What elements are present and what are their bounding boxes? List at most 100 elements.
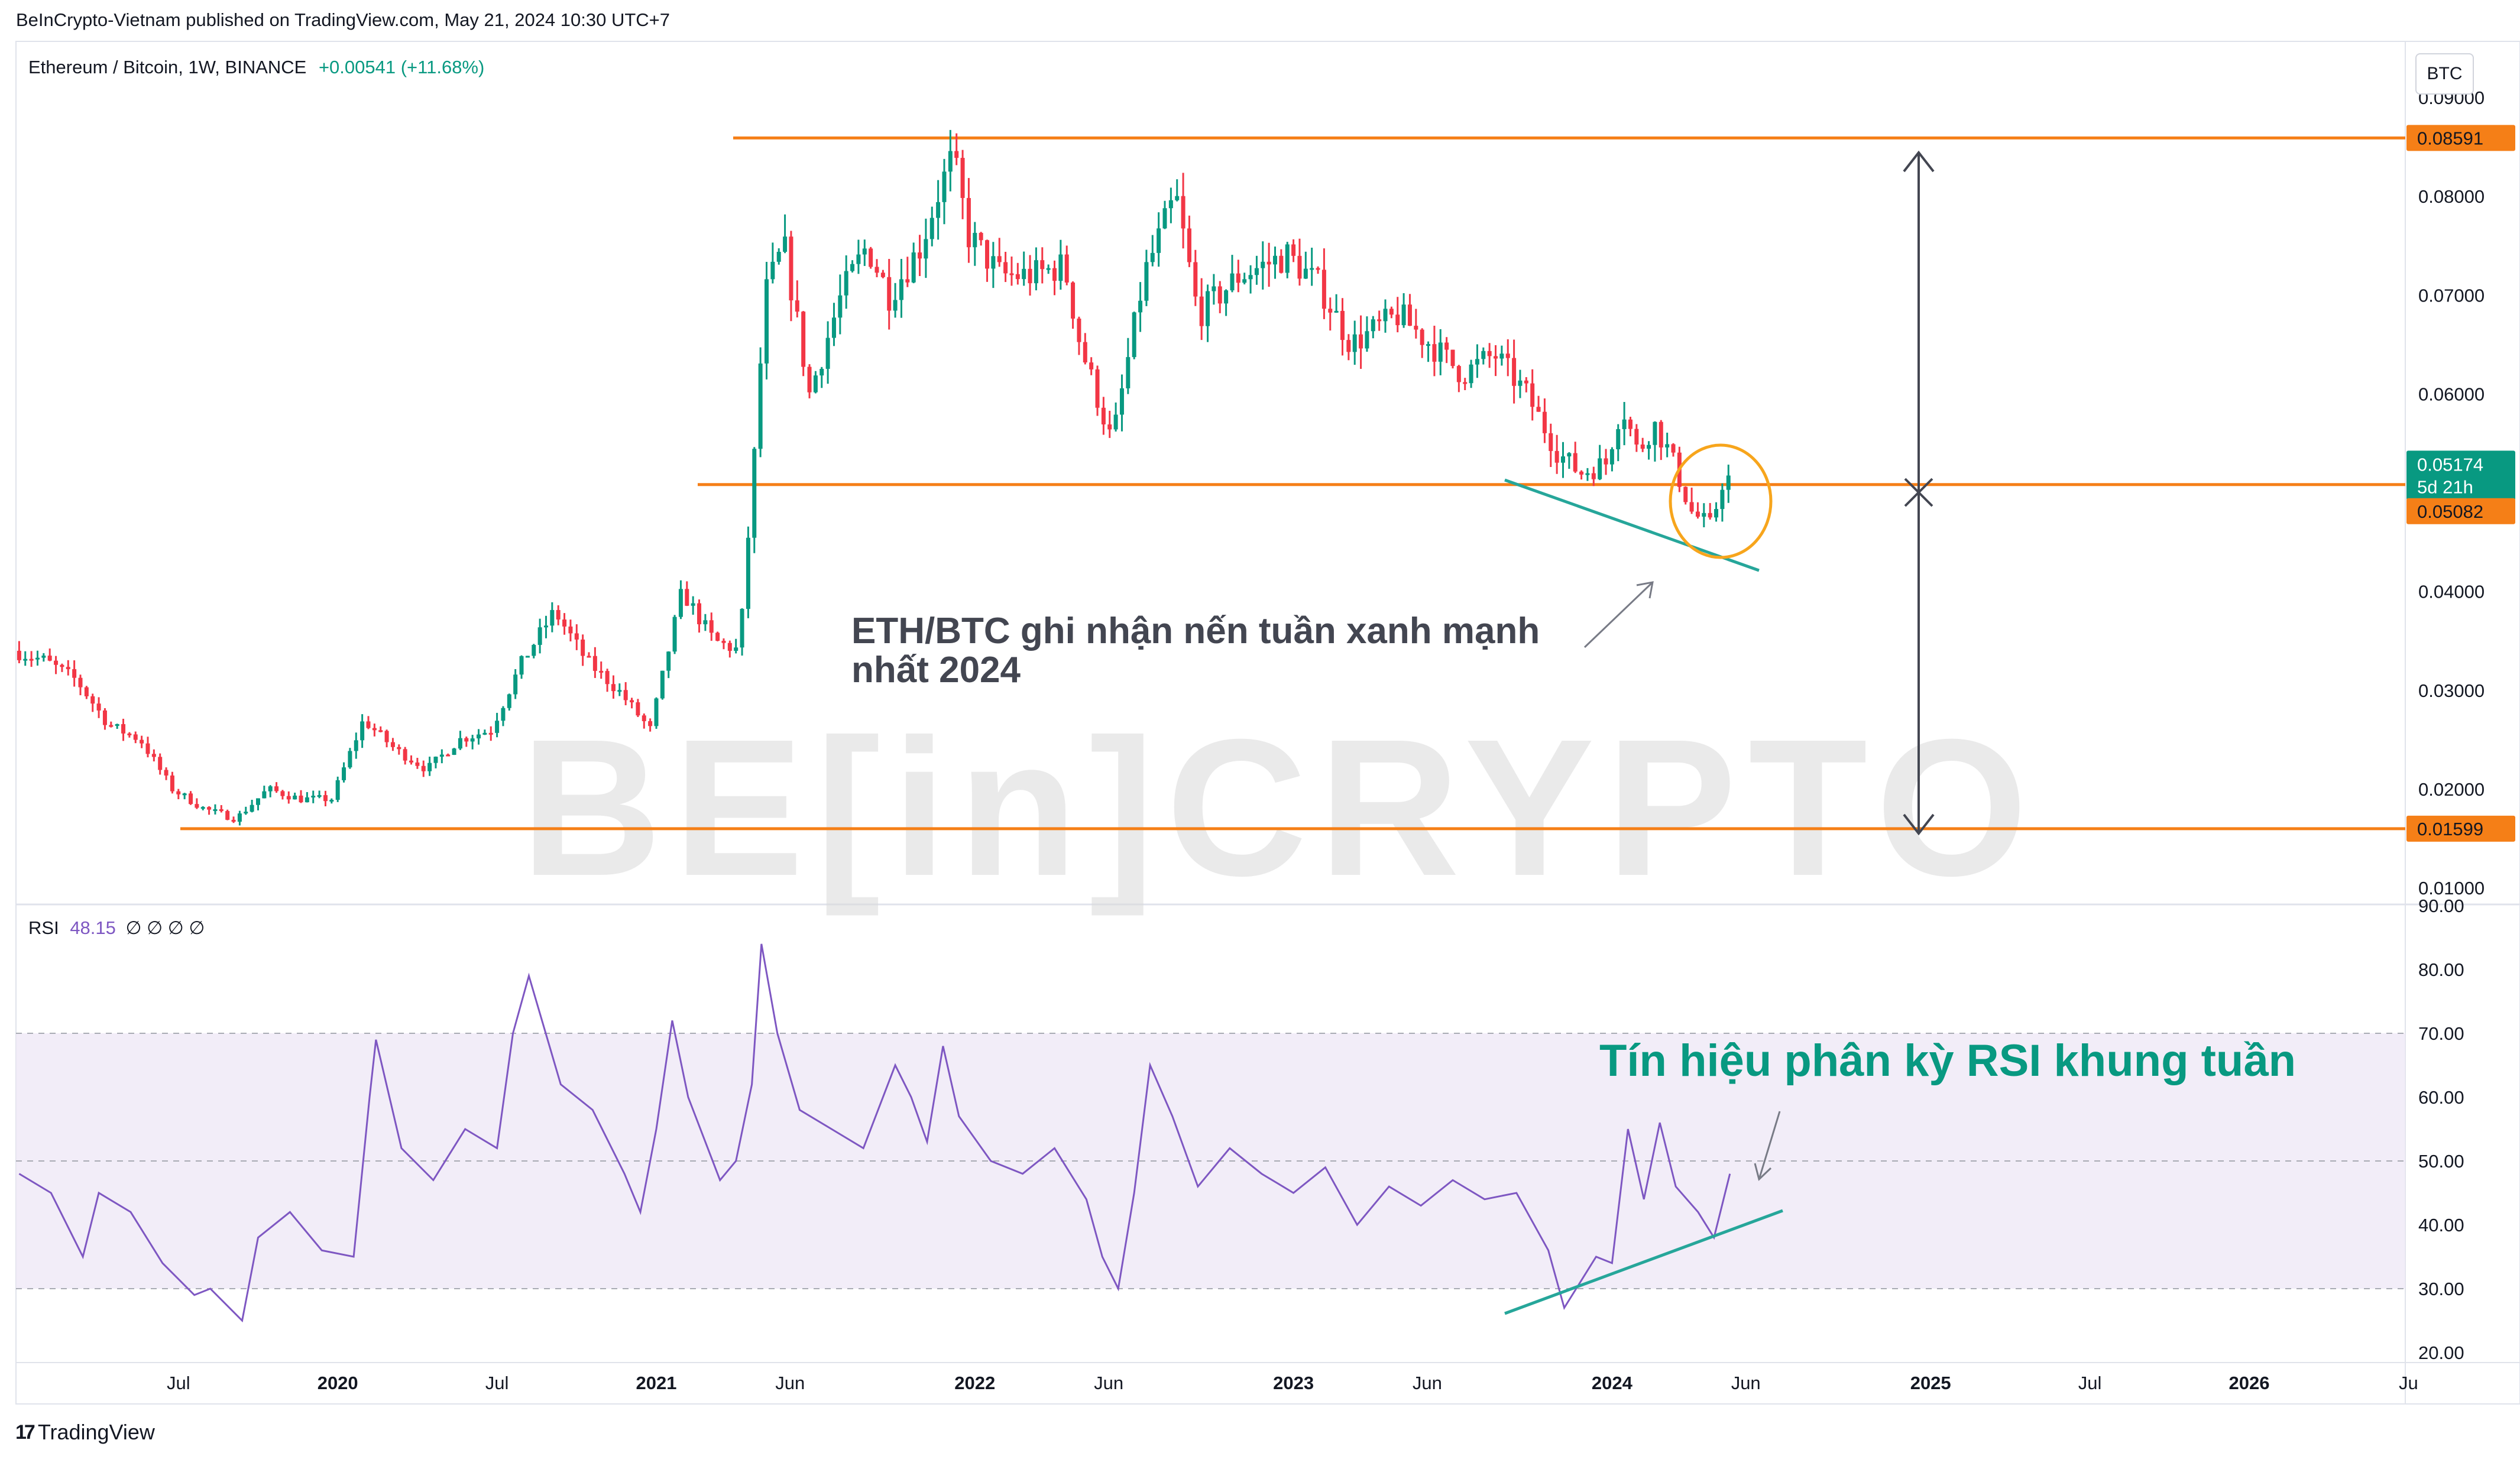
candle-body [550,609,555,626]
candle-body [354,740,358,751]
candle-body [1475,359,1479,365]
candle-body [838,295,843,318]
candle-body [1273,255,1278,265]
candle-body [1518,380,1523,386]
candle-body [305,797,309,803]
last-price-bg [2406,450,2515,501]
candle-body [924,239,928,259]
candle-body [1365,331,1369,349]
candle-body [893,300,898,311]
candle-body [532,644,536,656]
candle-body [1512,358,1517,386]
candle-body [936,202,941,218]
candle-body [23,659,28,661]
candle-body [1628,419,1633,429]
symbol-legend[interactable]: Ethereum / Bitcoin, 1W, BINANCE +0.00541… [28,57,484,78]
candle-body [1383,309,1388,322]
candle-body [727,643,732,651]
candle-body [335,780,340,800]
candle-body [1499,353,1504,359]
price-tick-label: 0.03000 [2418,680,2485,701]
candle-body [899,279,903,300]
rsi-tick-label: 30.00 [2418,1279,2464,1299]
candle-body [78,677,83,687]
candle-body [207,807,212,810]
candle-body [960,158,965,198]
candle-body [1659,421,1663,447]
candle-body [574,633,579,640]
candle-body [421,766,426,771]
candle-body [323,795,328,802]
candle-body [1261,261,1265,268]
rsi-legend[interactable]: RSI 48.15 ∅ ∅ ∅ ∅ [28,917,205,939]
candle-body [1052,268,1057,281]
candle-body [151,754,156,757]
candle-body [1665,444,1670,447]
candle-body [1591,473,1596,479]
measure-arrow-bottom [1903,813,1935,836]
tradingview-logo[interactable]: 17 TradingView [15,1420,155,1445]
candle-body [1328,309,1333,313]
publish-header: BeInCrypto-Vietnam published on TradingV… [16,9,671,30]
chart-frame [15,41,2520,1405]
candle-body [262,791,267,799]
candle-body [825,338,830,369]
candle-body [623,690,628,700]
currency-button[interactable]: BTC [2415,53,2474,95]
candle-body [1463,382,1468,384]
time-tick-label: Jun [1094,1373,1123,1393]
time-tick-label: Jun [775,1373,805,1393]
countdown-label: 5d 21h [2417,476,2473,497]
candle-body [672,617,677,652]
candle-body [1089,362,1094,369]
candle-note-line1: ETH/BTC ghi nhận nến tuần xanh mạnh [851,611,1540,651]
candle-body [378,730,383,732]
candle-body [740,609,744,648]
rsi-title[interactable]: RSI [28,917,59,938]
candle-body [813,375,818,393]
candle-body [1395,314,1400,326]
rsi-placeholders: ∅ ∅ ∅ ∅ [125,917,205,938]
candle-body [592,656,597,671]
symbol-name[interactable]: Ethereum / Bitcoin, 1W, BINANCE [28,57,307,77]
symbol-change: +0.00541 (+11.68%) [318,57,485,77]
candle-body [887,277,892,311]
candle-body [1573,453,1578,472]
candle-body [1206,291,1210,326]
candle-body [948,151,953,172]
note-arrow [1583,581,1654,648]
candle-body [1622,419,1627,429]
candle-body [874,267,879,273]
candle-body [568,626,573,634]
candle-body [587,656,591,658]
candle-body [758,363,763,449]
candle-body [280,791,285,796]
candle-body [1689,502,1694,512]
rsi-tick-label: 40.00 [2418,1215,2464,1235]
candle-body [1340,310,1345,340]
candle-body [611,684,616,692]
candle-body [1426,344,1431,346]
candle-body [170,775,174,792]
candle-body [237,813,242,822]
candle-body [1303,268,1308,279]
candle-body [47,656,52,661]
candle-body [140,740,144,744]
candle-body [507,694,511,708]
candle-body [439,754,444,757]
time-axis: Jul 2020 Jul 2021 Jun 2022 Jun 2023 Jun 2024 Jun 20… [167,1373,2418,1393]
candle-body [1469,364,1473,384]
candle-body [764,279,769,364]
candle-body [1285,244,1290,273]
candle-body [1162,208,1167,229]
candle-body [464,738,469,742]
time-tick-label: Jul [485,1373,509,1393]
candle-body [831,317,836,338]
price-tick-label: 0.04000 [2418,582,2485,602]
candle-body [746,537,750,609]
candle-body [17,650,21,660]
candle-body [96,703,101,711]
candle-body [366,721,371,728]
